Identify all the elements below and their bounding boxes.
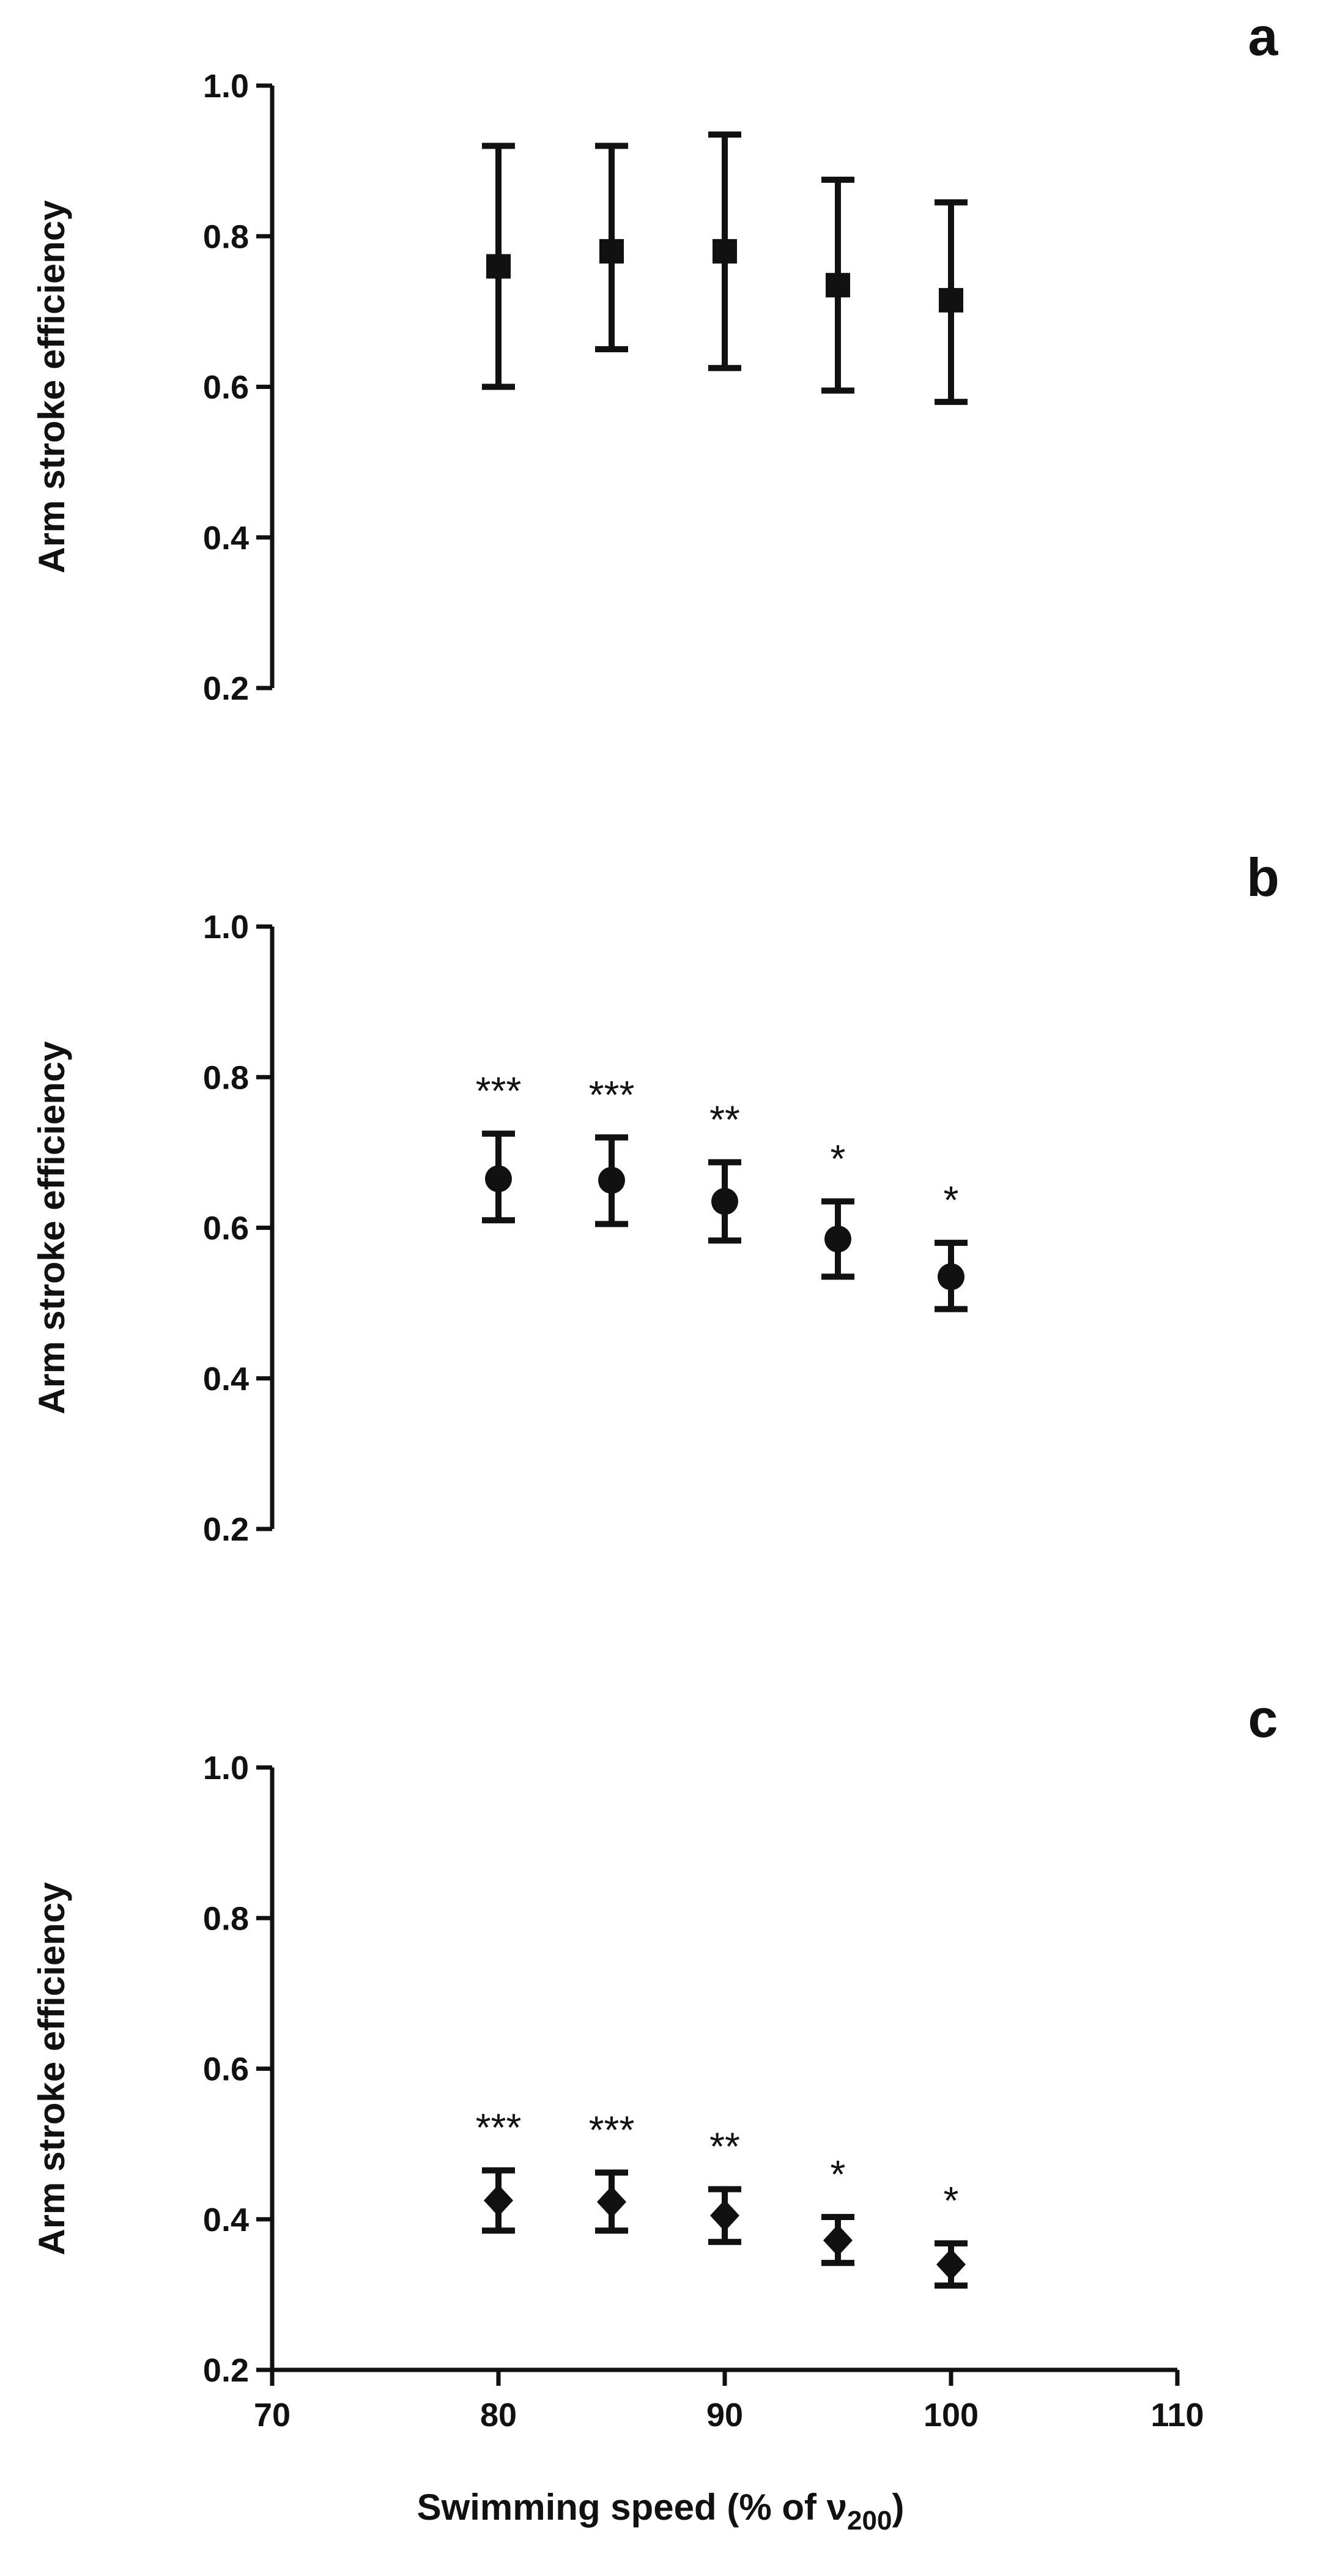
y-tick-label: 1.0 — [203, 909, 249, 946]
data-point-diamond — [710, 2199, 739, 2232]
data-point-circle — [485, 1165, 512, 1193]
significance-annotation: ** — [709, 2125, 740, 2169]
data-point-group — [482, 142, 515, 390]
significance-annotation: *** — [589, 2108, 635, 2152]
data-point-group: * — [935, 2178, 968, 2289]
data-point-circle — [711, 1188, 738, 1215]
significance-annotation: *** — [476, 2106, 522, 2150]
data-point-square — [599, 239, 624, 264]
x-tick-label: 100 — [924, 2397, 979, 2434]
y-tick-label: 0.2 — [203, 1511, 249, 1548]
x-axis-label-main: Swimming speed (% of — [417, 2487, 827, 2528]
data-point-group: ** — [708, 2125, 741, 2245]
panel-a: a 0.2 0.4 0.6 0.8 1.0 Arm stroke efficiency — [31, 6, 1279, 707]
y-tick-label: 0.8 — [203, 218, 249, 255]
significance-annotation: * — [944, 1178, 959, 1222]
y-tick-label: 0.6 — [203, 2051, 249, 2088]
data-point-diamond — [597, 2186, 626, 2218]
y-axis-label: Arm stroke efficiency — [31, 200, 72, 574]
y-tick-label: 0.8 — [203, 1900, 249, 1937]
y-tick-label: 0.4 — [203, 520, 249, 557]
x-tick-label: 110 — [1150, 2397, 1204, 2434]
y-tick-label: 0.2 — [203, 670, 249, 707]
y-tick-label: 0.2 — [203, 2352, 249, 2389]
y-axis-label: Arm stroke efficiency — [31, 1041, 72, 1415]
significance-annotation: *** — [589, 1073, 635, 1117]
y-tick-label: 0.4 — [203, 2202, 249, 2238]
panel-label: c — [1248, 1688, 1278, 1749]
x-tick-label: 80 — [480, 2397, 517, 2434]
data-point-group: *** — [589, 1073, 635, 1227]
data-point-square — [826, 273, 850, 298]
data-point-square — [713, 239, 737, 264]
significance-annotation: * — [831, 2152, 846, 2196]
x-axis-label-end: ) — [892, 2487, 904, 2528]
x-tick-label: 70 — [254, 2397, 291, 2434]
x-tick-label: 90 — [706, 2397, 743, 2434]
panel-label: b — [1246, 847, 1279, 908]
panel-label: a — [1248, 6, 1279, 67]
data-point-diamond — [484, 2184, 513, 2216]
y-axis-label: Arm stroke efficiency — [31, 1882, 72, 2256]
data-point-diamond — [823, 2224, 853, 2257]
data-point-group: *** — [589, 2108, 635, 2234]
data-point-group: ** — [708, 1097, 741, 1244]
data-point-group: * — [821, 2152, 854, 2267]
y-tick-label: 1.0 — [203, 1750, 249, 1786]
data-point-group: *** — [476, 2106, 522, 2234]
x-axis-label-subscript: 200 — [847, 2506, 892, 2536]
y-tick-label: 0.6 — [203, 1210, 249, 1247]
x-axis-label: Swimming speed (% of ν200) — [417, 2487, 905, 2536]
y-tick-label: 0.6 — [203, 369, 249, 406]
data-point-square — [939, 287, 963, 313]
data-point-group: *** — [476, 1069, 522, 1224]
significance-annotation: *** — [476, 1069, 522, 1113]
data-point-group — [595, 142, 628, 352]
data-point-group — [708, 131, 741, 371]
data-point-diamond — [936, 2248, 966, 2281]
significance-annotation: * — [944, 2178, 959, 2223]
data-point-group — [821, 176, 854, 394]
y-tick-label: 0.8 — [203, 1059, 249, 1096]
y-tick-label: 1.0 — [203, 68, 249, 105]
panel-c: c 0.2 0.4 0.6 0.8 1.0 Arm stroke efficiency 70 8… — [31, 1688, 1278, 2434]
data-point-circle — [598, 1166, 625, 1194]
data-point-circle — [938, 1263, 964, 1290]
significance-annotation: ** — [709, 1097, 740, 1141]
data-point-group: * — [935, 1178, 968, 1312]
significance-annotation: * — [831, 1136, 846, 1180]
x-axis-label-symbol: ν — [827, 2487, 847, 2528]
data-point-square — [486, 254, 511, 279]
y-tick-label: 0.4 — [203, 1361, 249, 1397]
data-point-group: * — [821, 1136, 854, 1280]
data-point-circle — [824, 1225, 851, 1253]
data-point-group — [935, 199, 968, 405]
